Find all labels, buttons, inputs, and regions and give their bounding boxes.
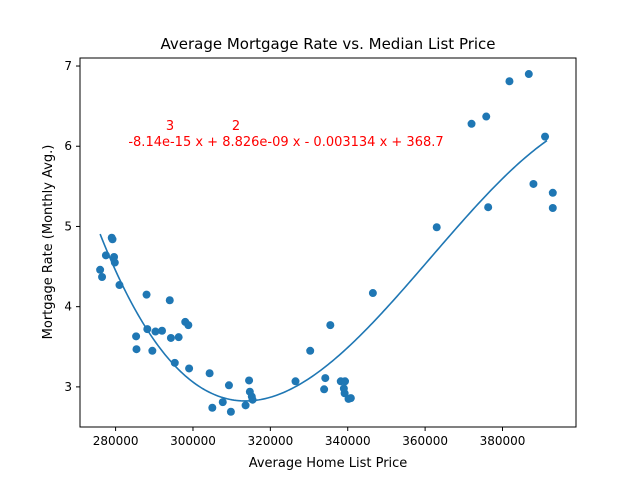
data-point [115,281,124,290]
y-tick-label: 4 [64,300,72,314]
data-point [98,272,107,281]
data-point [143,325,152,334]
data-point [291,377,300,386]
y-axis-label: Mortgage Rate (Monthly Avg.) [41,145,56,340]
data-point [148,346,157,355]
data-point [132,345,141,354]
equation-exponent-3: 3 [166,119,174,134]
x-tick-label: 300000 [170,434,216,448]
data-point [484,203,493,212]
data-point [166,333,175,342]
equation-annotation: 3 2 -8.14e-15 x + 8.826e-09 x - 0.003134… [128,119,443,150]
data-point [165,296,174,305]
chart-title: Average Mortgage Rate vs. Median List Pr… [160,35,495,53]
y-tick-label: 7 [64,59,72,73]
x-tick-label: 360000 [402,434,448,448]
data-point [170,358,179,367]
plot-frame [79,57,577,428]
data-point [340,389,349,398]
data-point [142,290,151,299]
data-point [320,385,329,394]
data-point [158,326,167,335]
y-tick-label: 6 [64,139,72,153]
data-point [226,407,235,416]
y-tick-label: 3 [64,380,72,394]
equation-text: -8.14e-15 x + 8.826e-09 x - 0.003134 x +… [128,135,443,150]
data-point [548,204,557,213]
data-point [108,235,117,244]
data-point [96,265,105,274]
data-point [368,289,377,298]
data-point [341,377,350,386]
equation-exponent-2: 2 [232,119,240,134]
data-point [306,346,315,355]
data-point [432,223,441,232]
x-axis-label: Average Home List Price [249,456,408,471]
data-point [529,179,538,188]
data-point [151,327,160,336]
data-point [524,70,533,79]
data-point [241,401,250,410]
x-tick-label: 340000 [325,434,371,448]
x-tick-label: 280000 [93,434,139,448]
y-tick-label: 5 [64,219,72,233]
data-point [174,333,183,342]
data-point [101,251,110,260]
data-point [218,398,227,407]
data-point [505,77,514,86]
data-point [548,188,557,197]
data-point [326,321,335,330]
data-point [321,374,330,383]
data-point [224,381,233,390]
axes-layer: 280000 300000 320000 340000 360000 380000 3 4 5 6… [64,57,577,448]
data-point [185,364,194,373]
data-point [541,132,550,141]
data-point [110,258,119,267]
data-point [346,394,355,403]
x-tick-label: 320000 [247,434,293,448]
data-point [208,403,217,412]
data-point [248,395,257,404]
x-tick-label: 380000 [480,434,526,448]
data-point [205,369,214,378]
data-point [482,112,491,121]
data-point [184,321,193,330]
data-point [132,332,141,341]
data-point [245,376,254,385]
data-point [467,119,476,128]
data-points-layer [96,70,557,416]
